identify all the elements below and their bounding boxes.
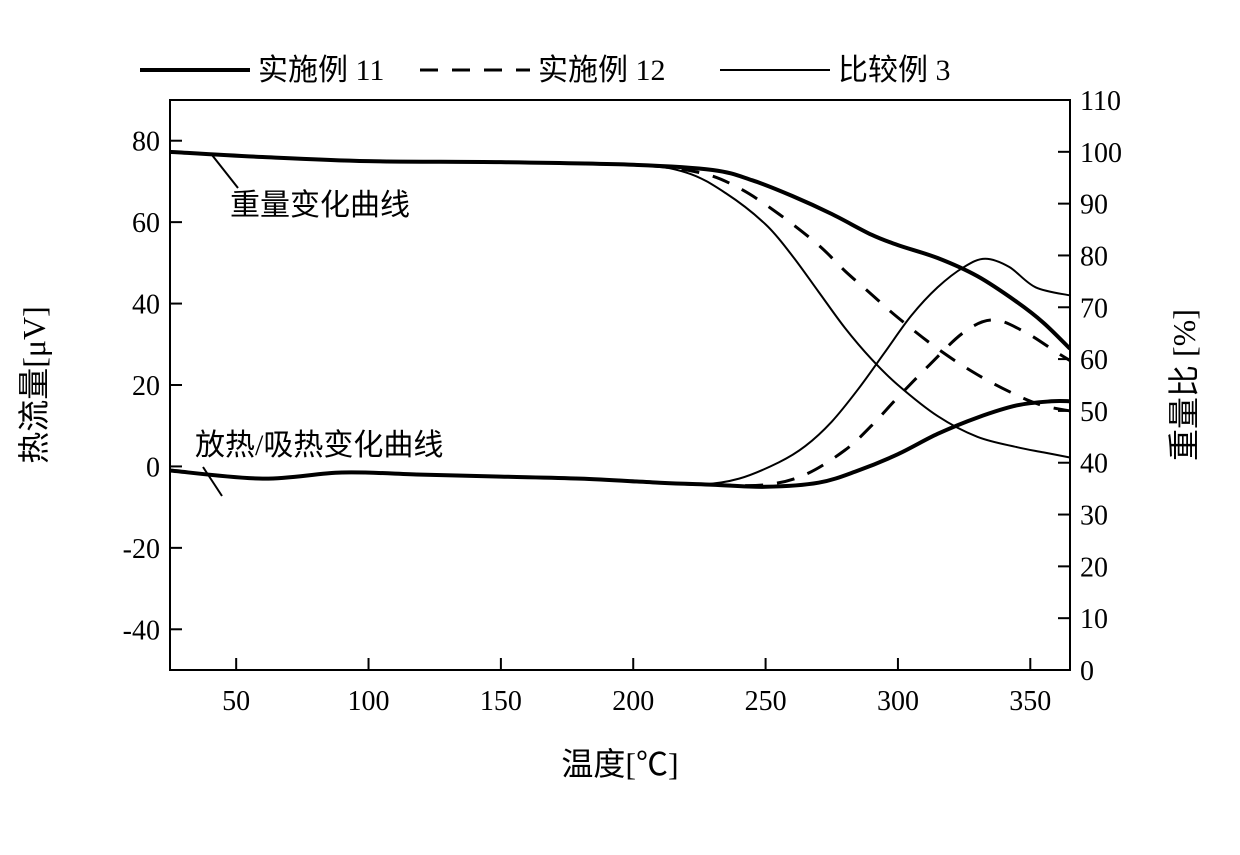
y-right-tick-label: 10: [1080, 604, 1108, 635]
y-right-tick-label: 100: [1080, 138, 1122, 169]
plot-area: [170, 100, 1070, 670]
y-right-tick-label: 20: [1080, 552, 1108, 583]
y-left-tick-label: 0: [146, 452, 160, 483]
x-tick-label: 150: [480, 686, 522, 717]
y-left-tick-label: -40: [123, 615, 160, 646]
legend-label: 比较例 3: [838, 54, 951, 87]
x-tick-label: 250: [745, 686, 787, 717]
y-right-tick-label: 80: [1080, 241, 1108, 272]
y-left-tick-label: 20: [132, 371, 160, 402]
y-right-axis-label: 重量比 [%]: [1166, 309, 1202, 461]
y-left-tick-label: 60: [132, 208, 160, 239]
x-tick-label: 200: [612, 686, 654, 717]
y-right-tick-label: 70: [1080, 293, 1108, 324]
x-tick-label: 50: [222, 686, 250, 717]
y-right-tick-label: 110: [1080, 86, 1121, 117]
y-left-tick-label: 40: [132, 290, 160, 321]
legend-label: 实施例 12: [538, 54, 666, 87]
x-axis-label: 温度[℃]: [561, 746, 678, 782]
chart-svg: 50100150200250300350温度[℃]-40-20020406080…: [0, 0, 1240, 855]
x-tick-label: 300: [877, 686, 919, 717]
y-right-tick-label: 0: [1080, 656, 1094, 687]
y-left-axis-label: 热流量[μV]: [16, 306, 52, 464]
legend-label: 实施例 11: [258, 54, 384, 87]
y-right-tick-label: 60: [1080, 345, 1108, 376]
y-right-tick-label: 40: [1080, 449, 1108, 480]
y-right-tick-label: 90: [1080, 190, 1108, 221]
chart-container: 50100150200250300350温度[℃]-40-20020406080…: [0, 0, 1240, 855]
annotation-label: 放热/吸热变化曲线: [195, 429, 443, 462]
y-right-tick-label: 30: [1080, 501, 1108, 532]
x-tick-label: 100: [348, 686, 390, 717]
x-tick-label: 350: [1009, 686, 1051, 717]
y-left-tick-label: 80: [132, 127, 160, 158]
annotation-label: 重量变化曲线: [230, 189, 410, 222]
y-left-tick-label: -20: [123, 534, 160, 565]
y-right-tick-label: 50: [1080, 397, 1108, 428]
